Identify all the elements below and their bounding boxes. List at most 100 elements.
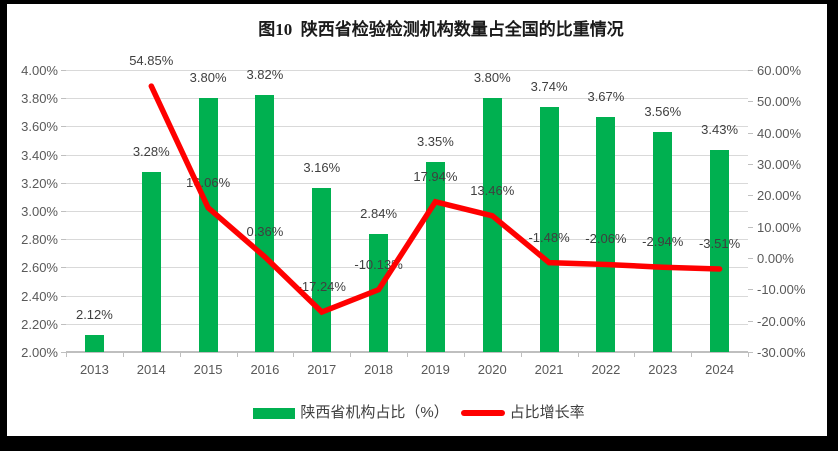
gridline: [66, 98, 748, 100]
right-axis-tick: [748, 101, 753, 103]
x-axis-tick: [463, 353, 465, 357]
left-axis-tick: [61, 182, 66, 184]
x-axis-tick: [66, 353, 67, 357]
x-axis-tick: [577, 353, 579, 357]
legend: 陕西省机构占比（%） 占比增长率: [0, 403, 838, 423]
left-axis-tick-label: 3.80%: [21, 91, 58, 107]
bar-label-2019: 3.35%: [416, 133, 454, 149]
bar-label-2021: 3.74%: [530, 78, 568, 94]
line-label-2024: -3.51%: [698, 235, 741, 251]
right-axis-tick-label: -30.00%: [757, 345, 806, 360]
left-axis-tick-label: 2.00%: [21, 345, 58, 360]
bar-label-2020: 3.80%: [473, 70, 511, 86]
right-axis-tick: [748, 70, 753, 71]
x-axis-tick: [236, 353, 238, 357]
right-axis-tick-label: 0.00%: [757, 251, 794, 266]
right-axis-tick-label: 30.00%: [757, 157, 802, 172]
bar-label-2018: 2.84%: [360, 205, 398, 221]
x-axis-category-label: 2015: [193, 362, 223, 377]
gridline: [66, 323, 748, 325]
left-axis-tick: [61, 126, 66, 128]
bar-2015: [198, 98, 218, 352]
left-axis-tick-label: 3.40%: [21, 147, 58, 163]
x-axis-category-label: 2024: [705, 362, 735, 377]
gridline: [66, 351, 748, 353]
left-axis-tick-label: 2.20%: [21, 316, 58, 332]
right-axis-tick-label: 60.00%: [757, 63, 802, 78]
x-axis-category-label: 2016: [250, 362, 280, 377]
right-axis-tick: [748, 132, 753, 134]
x-axis-tick: [634, 353, 636, 357]
x-axis-category-label: 2017: [307, 362, 337, 377]
legend-bar-label: 陕西省机构占比（%）: [300, 404, 449, 421]
bar-label-2014: 3.28%: [132, 143, 170, 159]
left-axis-tick: [61, 239, 66, 241]
bar-2019: [425, 161, 445, 352]
line-label-2023: -2.94%: [642, 234, 684, 250]
gridline: [66, 211, 748, 212]
left-axis-tick-label: 3.20%: [21, 175, 58, 191]
line-label-2015: 16.06%: [186, 174, 231, 190]
x-axis-category-label: 2022: [591, 362, 621, 377]
left-axis-tick-label: 2.60%: [21, 260, 58, 276]
line-label-2014: 54.85%: [129, 53, 174, 69]
left-axis-tick-label: 2.40%: [21, 288, 58, 304]
left-axis-tick: [61, 154, 66, 156]
line-label-2022: -2.06%: [585, 231, 627, 247]
left-axis-tick-label: 4.00%: [21, 63, 58, 78]
right-axis-tick: [748, 226, 753, 228]
x-axis-tick: [748, 353, 749, 357]
x-axis-tick: [350, 353, 352, 357]
right-axis-tick-label: 20.00%: [757, 188, 802, 204]
legend-item-line: 占比增长率: [460, 404, 585, 422]
x-axis-category-label: 2013: [79, 362, 109, 377]
bar-2024: [710, 150, 730, 352]
bar-label-2013: 2.12%: [75, 307, 113, 323]
x-axis-tick: [691, 353, 693, 357]
bar-2017: [312, 188, 332, 352]
right-axis-tick-label: 10.00%: [757, 219, 802, 235]
left-axis-tick: [61, 323, 66, 325]
x-axis-tick: [122, 353, 124, 357]
right-axis-tick-label: 40.00%: [757, 125, 802, 141]
line-label-2018: -10.13%: [354, 256, 403, 272]
x-axis-tick: [407, 353, 408, 357]
bar-label-2023: 3.56%: [644, 104, 682, 120]
x-axis-category-label: 2014: [136, 362, 166, 377]
right-axis-tick-label: 50.00%: [757, 94, 802, 110]
right-axis-tick: [748, 352, 753, 353]
line-label-2021: -1.48%: [528, 229, 570, 245]
x-axis-tick: [520, 353, 522, 357]
right-axis-tick: [748, 289, 753, 291]
left-axis-tick: [61, 211, 66, 212]
x-axis-tick: [179, 353, 181, 357]
bar-label-2024: 3.43%: [701, 122, 739, 138]
bar-2020: [482, 98, 502, 352]
x-axis-category-label: 2018: [364, 362, 394, 377]
left-axis-tick-label: 2.80%: [21, 232, 58, 248]
x-axis-category-label: 2021: [534, 362, 564, 377]
left-axis-tick: [61, 98, 66, 100]
line-label-2019: 17.94%: [413, 168, 458, 184]
x-axis-category-label: 2019: [420, 362, 450, 377]
chart-background: [7, 4, 827, 436]
bar-2018: [369, 233, 389, 352]
right-axis-tick: [748, 258, 753, 259]
bar-label-2022: 3.67%: [587, 88, 625, 104]
gridline: [66, 70, 748, 71]
left-axis-tick-label: 3.60%: [21, 119, 58, 135]
bar-label-2016: 3.82%: [246, 67, 284, 83]
line-series-swatch-icon: [460, 410, 505, 416]
chart-title: 图10 陕西省检验检测机构数量占全国的比重情况: [258, 20, 624, 39]
legend-line-label: 占比增长率: [509, 404, 585, 421]
legend-item-bar: 陕西省机构占比（%）: [253, 404, 449, 422]
left-axis-tick-label: 3.00%: [21, 204, 58, 219]
bar-series-swatch-icon: [253, 407, 296, 419]
gridline: [66, 182, 748, 184]
x-axis-tick: [293, 353, 295, 357]
left-axis-tick: [61, 70, 66, 71]
right-axis-tick-label: -10.00%: [757, 282, 806, 298]
left-axis-tick: [61, 267, 66, 269]
right-axis-tick: [748, 320, 753, 322]
